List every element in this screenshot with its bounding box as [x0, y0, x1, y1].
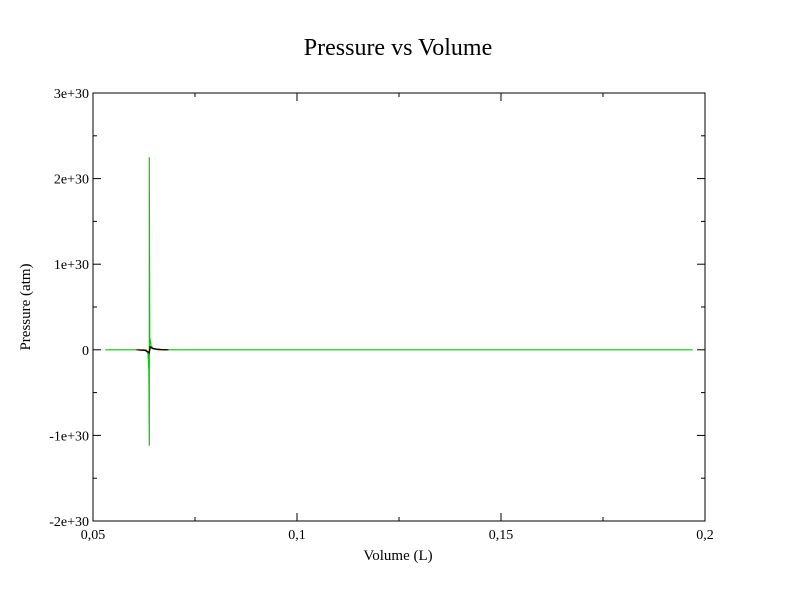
y-axis-ticks: -2e+30 -1e+30 0 1e+30 2e+30 3e+30 — [49, 87, 705, 530]
y-tick-label: -2e+30 — [49, 515, 89, 530]
chart-title: Pressure vs Volume — [304, 35, 492, 61]
x-axis-ticks: 0,05 0,1 0,15 0,2 — [81, 93, 714, 543]
y-tick-label: 0 — [82, 344, 89, 359]
y-tick-label: 2e+30 — [54, 173, 89, 188]
y-tick-label: 1e+30 — [54, 258, 89, 273]
x-tick-label: 0,1 — [288, 528, 306, 543]
plot-series-group — [105, 157, 693, 446]
y-tick-label: 3e+30 — [54, 87, 89, 102]
x-axis-label: Volume (L) — [363, 548, 432, 564]
x-tick-label: 0,2 — [696, 528, 714, 543]
series-line-2 — [137, 345, 169, 355]
x-tick-label: 0,05 — [81, 528, 106, 543]
x-tick-label: 0,15 — [489, 528, 514, 543]
y-axis-label: Pressure (atm) — [18, 263, 34, 350]
y-tick-label: -1e+30 — [49, 429, 89, 444]
